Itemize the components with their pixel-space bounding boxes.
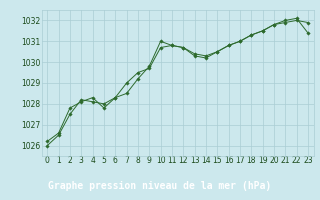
Text: Graphe pression niveau de la mer (hPa): Graphe pression niveau de la mer (hPa) (48, 181, 272, 191)
